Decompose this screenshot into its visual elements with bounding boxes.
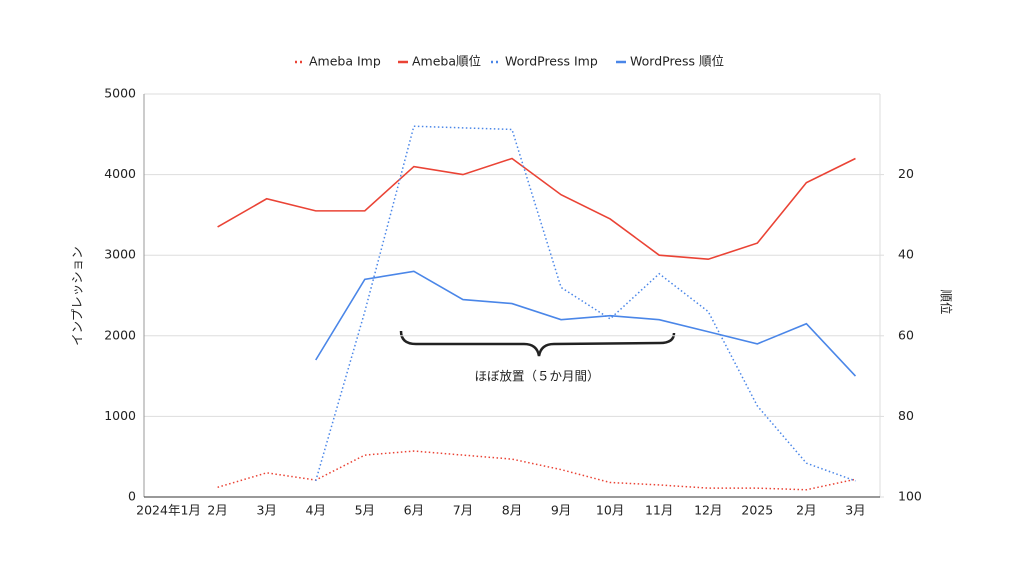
legend-label: Ameba順位 xyxy=(412,54,481,69)
x-tick-label: 8月 xyxy=(502,503,522,518)
y-tick-label: 2000 xyxy=(104,327,136,342)
series-line xyxy=(217,157,856,261)
y-tick-label: 0 xyxy=(128,489,136,504)
y-tick-label: 5000 xyxy=(104,86,136,101)
y2-tick-label: 40 xyxy=(898,247,914,262)
y2-tick-label: 100 xyxy=(898,489,922,504)
legend-label: WordPress 順位 xyxy=(630,54,724,69)
x-tick-label: 2024年1月 xyxy=(136,503,201,518)
y2-axis-title: 順位 xyxy=(939,289,954,314)
x-tick-label: 11月 xyxy=(645,503,673,518)
x-tick-label: 12月 xyxy=(694,503,722,518)
x-tick-label: 4月 xyxy=(306,503,326,518)
x-tick-label: 3月 xyxy=(256,503,276,518)
legend-label: Ameba Imp xyxy=(309,54,381,69)
y-axis-title: インプレッション xyxy=(70,246,85,346)
series-line xyxy=(315,125,856,482)
x-tick-label: 2月 xyxy=(207,503,227,518)
x-tick-label: 6月 xyxy=(404,503,424,518)
x-tick-label: 3月 xyxy=(845,503,865,518)
annotation-brace xyxy=(399,330,676,357)
x-tick-label: 9月 xyxy=(551,503,571,518)
y-tick-label: 3000 xyxy=(104,247,136,262)
series-line xyxy=(217,450,856,491)
y2-tick-label: 80 xyxy=(898,408,914,423)
y-tick-label: 1000 xyxy=(104,408,136,423)
annotation: ほぼ放置（５か月間） xyxy=(474,369,599,384)
x-tick-label: 7月 xyxy=(453,503,473,518)
y2-tick-label: 60 xyxy=(898,327,914,342)
x-tick-label: 5月 xyxy=(355,503,375,518)
y2-tick-label: 20 xyxy=(898,166,914,181)
y-tick-label: 4000 xyxy=(104,166,136,181)
legend-label: WordPress Imp xyxy=(505,54,598,69)
x-tick-label: 2月 xyxy=(796,503,816,518)
x-tick-label: 10月 xyxy=(596,503,624,518)
series-line xyxy=(315,270,857,377)
x-tick-label: 2025 xyxy=(741,503,773,518)
